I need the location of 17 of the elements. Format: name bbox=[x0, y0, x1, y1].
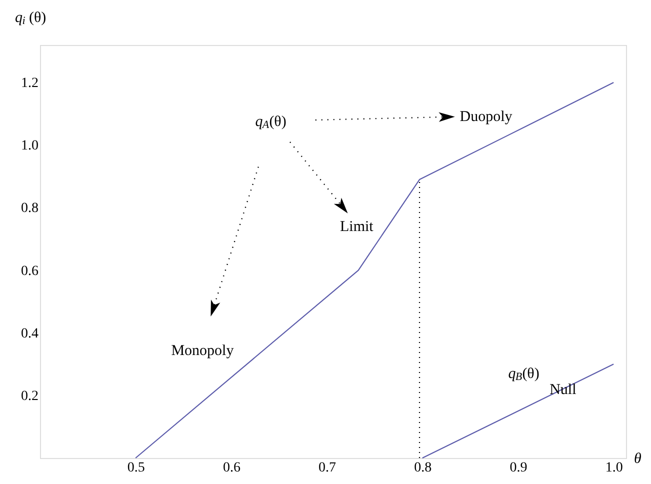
y-tick-label: 0.8 bbox=[21, 201, 38, 216]
annotation: Limit bbox=[340, 219, 374, 235]
x-tick-label: 0.5 bbox=[127, 460, 145, 476]
x-tick-label: 0.8 bbox=[414, 460, 432, 476]
x-tick-label: 0.6 bbox=[222, 460, 240, 476]
y-tick-label: 0.2 bbox=[21, 388, 38, 404]
y-tick-label: 1.2 bbox=[21, 76, 38, 92]
line-series bbox=[135, 82, 614, 459]
annotation: Duopoly bbox=[460, 109, 513, 125]
y-tick-label: 1.0 bbox=[21, 138, 38, 154]
x-axis-title: θ bbox=[634, 451, 642, 467]
y-tick-label: 0.4 bbox=[21, 326, 38, 342]
x-tick-label: 0.9 bbox=[510, 460, 528, 476]
x-tick-label: 0.7 bbox=[318, 460, 336, 476]
x-tick-label: 1.0 bbox=[605, 460, 623, 476]
annotation: Monopoly bbox=[171, 343, 234, 359]
y-tick-label: 0.6 bbox=[21, 264, 38, 279]
